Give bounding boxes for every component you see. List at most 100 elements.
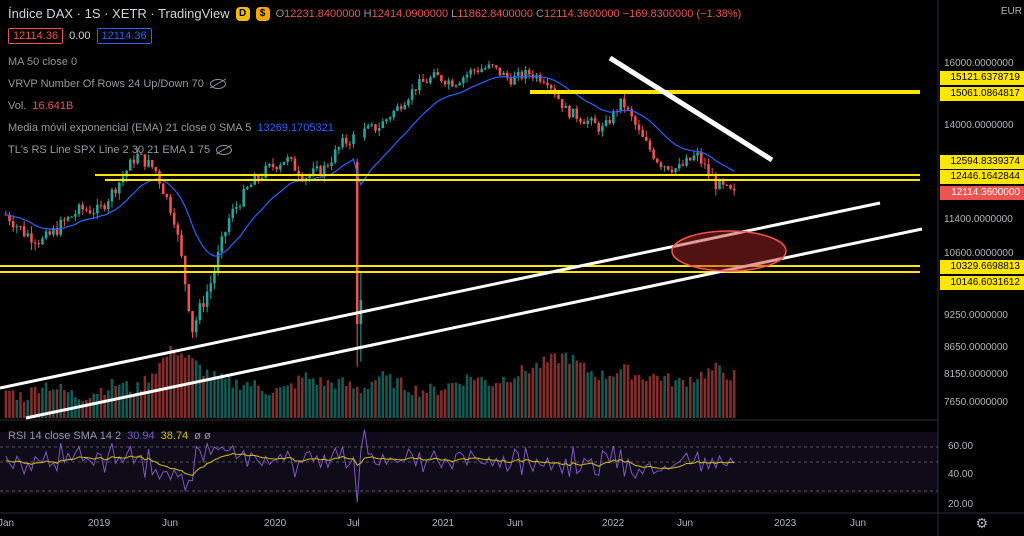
indicator-rsi[interactable]: RSI 14 close SMA 14 2 30.94 38.74 ø ø [8, 430, 211, 442]
indicator-volume[interactable]: Vol. 16.641B [8, 100, 74, 112]
volume-bar [593, 376, 597, 418]
volume-bar [88, 397, 92, 418]
candle-body [180, 234, 183, 256]
candle-body [667, 166, 670, 170]
candle-body [333, 149, 337, 163]
volume-bar [279, 387, 282, 418]
indicator-vrvp[interactable]: VRVP Number Of Rows 24 Up/Down 70 [8, 78, 226, 90]
volume-bar [92, 393, 95, 418]
volume-bar [710, 370, 714, 418]
candle-body [484, 68, 487, 70]
candle-body [630, 109, 633, 117]
volume-bar [191, 358, 194, 418]
flag-icon[interactable]: D [235, 6, 250, 21]
time-axis-label: 2019 [88, 518, 111, 529]
volume-bar [209, 378, 213, 418]
candle-body [465, 74, 469, 78]
candle-body [337, 147, 341, 150]
volume-bar [641, 379, 644, 418]
volume-bar [630, 379, 633, 418]
sell-price[interactable]: 12114.36 [8, 28, 64, 44]
candle-body [132, 159, 136, 164]
candle-body [505, 72, 509, 78]
symbol-title[interactable]: Índice DAX · 1S · XETR · TradingView [8, 6, 230, 21]
candle-body [520, 71, 524, 79]
hidden-eye-icon[interactable] [209, 79, 226, 89]
candle-body [315, 166, 319, 169]
volume-bar [560, 353, 564, 418]
buy-price[interactable]: 12114.36 [96, 28, 152, 44]
indicator-ma50[interactable]: MA 50 close 0 [8, 56, 78, 68]
candle-body [44, 231, 48, 239]
indicator-ema[interactable]: Media móvil exponencial (EMA) 21 close 0… [8, 122, 334, 134]
candle-body [688, 157, 692, 161]
candle-body [150, 160, 154, 168]
time-axis-label: 2023 [774, 518, 797, 529]
volume-bar [663, 375, 666, 418]
candle-body [696, 152, 699, 156]
volume-bar [703, 378, 707, 418]
volume-bar [729, 380, 732, 418]
candle-body [546, 82, 549, 86]
volume-bar [498, 383, 502, 418]
candle-body [103, 205, 106, 210]
volume-bar [612, 376, 615, 418]
candle-body [560, 99, 564, 108]
candle-body [399, 106, 403, 110]
currency-label[interactable]: EUR [1000, 6, 1022, 17]
candle-body [579, 118, 582, 122]
volume-bar [586, 372, 590, 418]
candle-body [494, 65, 498, 68]
gear-icon[interactable]: ⚙ [975, 515, 988, 531]
volume-bar [414, 385, 418, 418]
volume-bar [524, 371, 527, 418]
volume-bar [4, 390, 8, 418]
volume-bar [421, 390, 425, 418]
trend-channel-upper [0, 201, 881, 390]
candle-body [341, 137, 344, 148]
volume-bar [322, 385, 326, 418]
volume-bar [590, 371, 593, 418]
volume-bar [656, 375, 659, 418]
price-axis-label: 11400.0000000 [944, 214, 1013, 225]
candle-body [601, 125, 604, 132]
candle-body [143, 154, 147, 167]
candle-body [670, 169, 674, 173]
volume-bar [333, 388, 337, 418]
candle-body [282, 161, 286, 165]
volume-bar [494, 382, 498, 418]
candle-body [659, 162, 663, 167]
hidden-eye-icon[interactable] [216, 145, 233, 155]
volume-bar [81, 401, 84, 418]
alert-icon[interactable]: $ [255, 6, 270, 21]
volume-bar [377, 376, 381, 418]
candle-body [381, 121, 385, 129]
volume-bar [202, 375, 205, 418]
candle-body [139, 153, 143, 155]
candle-body [451, 80, 454, 87]
volume-bar [597, 379, 601, 418]
volume-bar [677, 377, 681, 418]
volume-bar [385, 375, 388, 418]
volume-bar [216, 376, 220, 418]
indicator-rsline[interactable]: TL's RS Line SPX Line 2 30 21 EMA 1 75 [8, 144, 233, 156]
volume-bar [150, 373, 154, 418]
volume-bar [11, 390, 15, 418]
volume-bar [418, 396, 421, 418]
volume-bar [531, 367, 535, 418]
candle-body [271, 164, 275, 168]
volume-bar [282, 386, 286, 418]
candle-body [440, 75, 443, 82]
time-axis-label: Jun [850, 518, 867, 529]
volume-bar [66, 392, 70, 418]
candle-body [231, 208, 235, 219]
candle-body [524, 69, 527, 79]
volume-bar [454, 382, 458, 418]
candle-body [96, 204, 99, 214]
volume-bar [70, 390, 73, 418]
volume-bar [538, 367, 542, 418]
candle-body [612, 111, 615, 124]
candle-body [260, 177, 264, 180]
price-axis-label: 10600.0000000 [944, 248, 1014, 259]
